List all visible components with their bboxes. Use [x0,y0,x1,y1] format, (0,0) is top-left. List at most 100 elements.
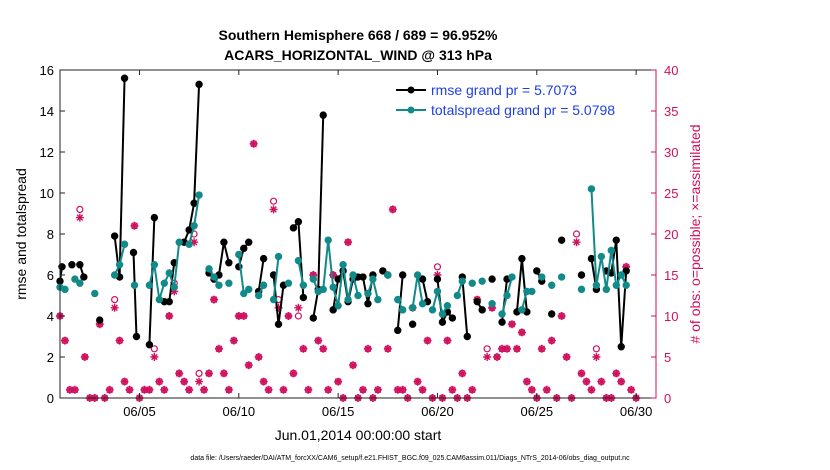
spread-point [205,265,213,273]
rmse-point [408,320,417,328]
spread-point [215,281,223,289]
rmse-point [129,248,138,257]
y-tick-label: 0 [47,391,54,406]
obs-assimilated-point [443,336,452,345]
obs-assimilated-point [95,320,104,329]
rmse-point [418,275,427,283]
obs-assimilated-point [512,344,521,353]
obs-assimilated-point [493,353,502,361]
legend-spread-marker [407,106,415,114]
spread-point [329,283,337,291]
obs-assimilated-point [507,320,516,329]
spread-point [538,273,546,281]
spread-series [56,185,630,318]
rmse-point [533,267,541,275]
y-tick-label-right: 20 [664,227,678,242]
obs-assimilated-point [522,377,531,386]
spread-point [71,275,79,283]
obs-assimilated-point [244,361,253,370]
spread-point [160,279,169,287]
rmse-point [80,273,88,281]
obs-possible-point [572,230,581,238]
obs-assimilated-point [60,336,69,345]
y-tick-label: 8 [47,227,54,242]
rmse-point [96,316,104,324]
obs-assimilated-point [468,385,477,394]
obs-assimilated-point [195,377,204,386]
y-tick-label-right: 30 [664,145,678,160]
obs-assimilated-point [65,385,74,394]
obs-possible-point [269,197,278,205]
spread-point [354,291,362,300]
spread-point [319,285,327,294]
y-tick-label-right: 10 [664,309,678,324]
rmse-point [220,238,228,246]
rmse-point [498,318,506,326]
spread-point [294,256,303,265]
obs-assimilated-point [458,369,467,378]
spread-point [120,240,129,248]
obs-assimilated-point [562,353,571,361]
obs-assimilated-point [264,385,273,394]
obs-assimilated-point [180,377,189,386]
spread-point [468,279,476,287]
rmse-line [148,217,156,345]
obs-assimilated-point [289,369,298,378]
rmse-point [68,261,76,269]
y-tick-label: 2 [47,350,54,365]
obs-assimilated-point [483,353,492,361]
x-tick-label: 06/10 [223,404,256,419]
obs-assimilated-point [488,303,497,312]
spread-point [130,281,139,289]
spread-point [478,277,486,285]
obs-assimilated-point [582,377,591,386]
spread-point [408,304,417,312]
data-file-footnote: data file: /Users/raeder/DAI/ATM_forcXX/… [190,455,630,462]
rmse-point [617,343,625,351]
spread-point [528,287,536,296]
spread-point [438,310,447,318]
spread-point [110,271,119,279]
obs-possible-point [592,345,601,353]
obs-assimilated-point [627,385,636,394]
spread-point [170,283,178,291]
rmse-point [329,306,337,314]
obs-assimilated-point [200,385,209,394]
rmse-point [132,332,141,341]
rmse-point [110,232,119,240]
y-tick-label: 10 [40,186,54,201]
obs-possible-point [294,312,302,320]
spread-point [418,300,427,308]
spread-point [602,285,611,294]
spread-point [309,275,317,283]
spread-point [597,252,606,261]
spread-point [384,271,392,279]
obs-assimilated-point [239,312,248,320]
obs-assimilated-point [214,344,223,353]
obs-assimilated-point [120,377,129,386]
chart-title-line1: Southern Hemisphere 668 / 689 = 96.952% [219,27,499,43]
obs-assimilated-point [229,336,238,345]
legend-rmse-marker [407,86,415,94]
obs-assimilated-point [413,377,422,386]
rmse-point [299,293,308,302]
rmse-point [473,297,481,306]
obs-assimilated-point [249,139,258,148]
spread-point [324,236,332,244]
y-tick-label: 16 [40,63,54,78]
y-tick-label-right: 0 [664,391,671,406]
rmse-point [587,254,596,263]
legend-rmse-label: rmse grand pr = 5.7073 [431,82,577,98]
obs-assimilated-point [329,271,338,279]
obs-assimilated-point [577,369,586,378]
spread-point [399,306,407,314]
spread-point [374,295,382,304]
y-tick-label: 6 [47,268,54,283]
obs-assimilated-point [190,238,199,247]
obs-assimilated-point [498,344,507,353]
rmse-point [433,275,442,283]
rmse-point [577,271,586,279]
x-tick-label: 06/30 [620,404,653,419]
obs-possible-point [483,345,491,353]
spread-point [458,277,466,285]
